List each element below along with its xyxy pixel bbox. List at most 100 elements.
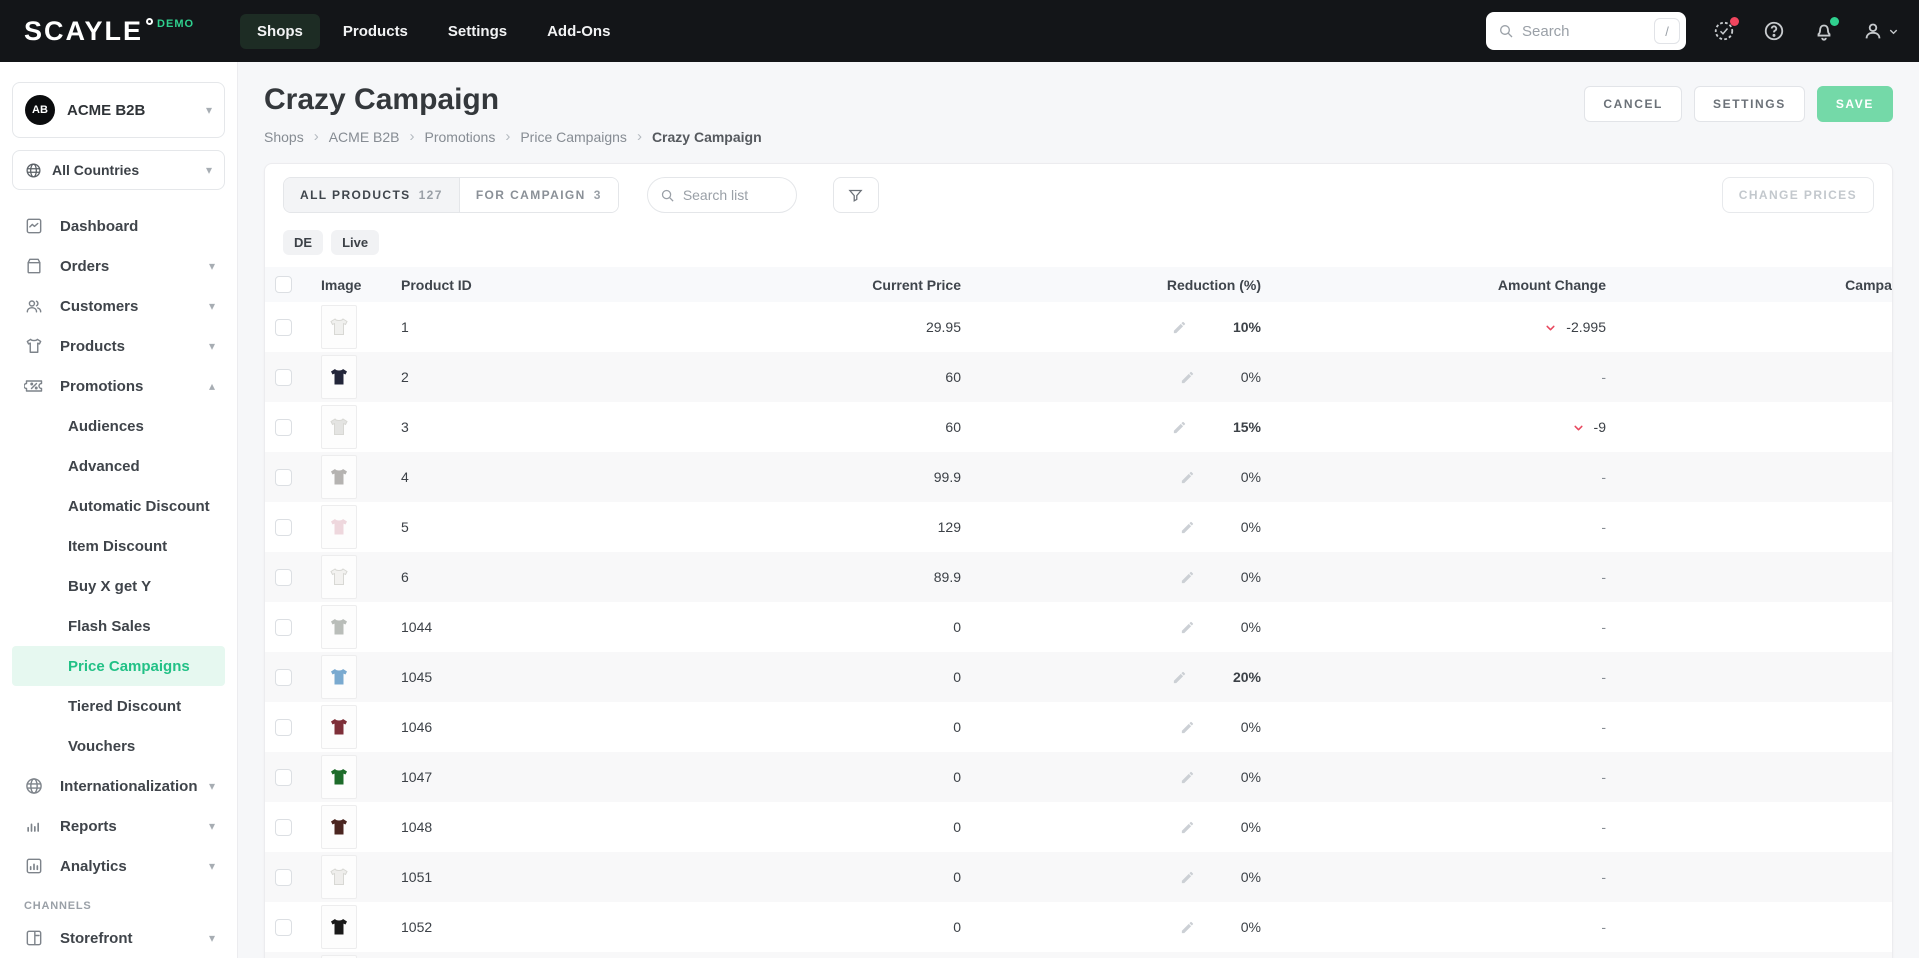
list-search-input[interactable]: Search list [646,177,797,213]
filter-chip-live[interactable]: Live [331,230,380,255]
sidebar-item-customers[interactable]: Customers ▾ [12,286,225,326]
row-checkbox[interactable] [275,818,292,836]
sidebar-item-orders[interactable]: Orders ▾ [12,246,225,286]
edit-pencil-icon[interactable] [1180,870,1195,885]
notifications-bell-icon[interactable] [1812,17,1839,43]
breadcrumb-item[interactable]: Shops [264,128,304,145]
row-checkbox[interactable] [275,318,292,336]
reduction-value: 0% [1240,369,1261,385]
row-checkbox[interactable] [275,868,292,886]
change-prices-button[interactable]: CHANGE PRICES [1721,177,1874,213]
row-checkbox[interactable] [275,568,292,586]
top-navbar: SCAYLE DEMO Shops Products Settings Add-Ons… [0,0,1919,62]
country-selector[interactable]: All Countries ▾ [12,150,225,190]
product-thumbnail [321,855,357,899]
sidebar-item-vouchers[interactable]: Vouchers [12,726,225,766]
global-search-input[interactable]: Search / [1486,12,1686,50]
sidebar-item-item-discount[interactable]: Item Discount [12,526,225,566]
amount-change-cell: - [1271,352,1616,402]
chevron-down-icon: ▾ [208,299,215,313]
row-checkbox[interactable] [275,468,292,486]
logo-text: SCAYLE [24,16,144,46]
col-reduction: Reduction (%) [1166,276,1261,293]
reduction-value: 0% [1240,569,1261,585]
breadcrumb-item[interactable]: Price Campaigns [520,128,627,145]
sidebar-item-tiered-discount[interactable]: Tiered Discount [12,686,225,726]
nav-item-shops[interactable]: Shops [240,13,320,49]
product-image-cell [311,552,391,602]
edit-pencil-icon[interactable] [1180,570,1195,585]
breadcrumb-item[interactable]: ACME B2B [328,128,400,145]
breadcrumb-item[interactable]: Promotions [424,128,496,145]
sidebar-item-internationalization[interactable]: Internationalization ▾ [12,766,225,806]
current-price-cell: 0 [953,819,961,835]
edit-pencil-icon[interactable] [1172,320,1187,335]
row-checkbox[interactable] [275,918,292,936]
sidebar-item-audiences[interactable]: Audiences [12,406,225,446]
products-card: ALL PRODUCTS 127 FOR CAMPAIGN 3 Search list… [264,163,1893,958]
sidebar-item-automatic-discount[interactable]: Automatic Discount [12,486,225,526]
product-id-cell: 1044 [401,619,433,635]
select-all-checkbox[interactable] [275,276,292,293]
row-checkbox[interactable] [275,768,292,786]
tab-for-campaign[interactable]: FOR CAMPAIGN 3 [459,178,618,212]
edit-pencil-icon[interactable] [1180,520,1195,535]
edit-pencil-icon[interactable] [1172,420,1187,435]
sidebar-item-price-campaigns[interactable]: Price Campaigns [12,646,225,686]
tab-all-products[interactable]: ALL PRODUCTS 127 [284,178,460,212]
sidebar-item-label: Promotions [60,377,144,395]
campaign-price-cell: - [1616,552,1892,602]
product-image-cell [311,852,391,902]
edit-pencil-icon[interactable] [1172,670,1187,685]
nav-item-products[interactable]: Products [342,22,408,40]
row-checkbox[interactable] [275,518,292,536]
sidebar-item-label: Item Discount [68,537,168,555]
product-image-cell [311,502,391,552]
filter-button[interactable] [832,177,879,213]
sidebar-item-promotions[interactable]: Promotions ▴ [12,366,225,406]
row-checkbox[interactable] [275,618,292,636]
settings-button[interactable]: SETTINGS [1694,86,1805,122]
sidebar-item-storefront[interactable]: Storefront ▾ [12,918,225,958]
row-checkbox[interactable] [275,718,292,736]
sidebar-item-buy-x-get-y[interactable]: Buy X get Y [12,566,225,606]
tab-group: ALL PRODUCTS 127 FOR CAMPAIGN 3 [283,177,619,213]
table-row: 1045 0 20% -- [265,652,1892,702]
product-thumbnail [321,955,357,958]
sidebar-item-reports[interactable]: Reports ▾ [12,806,225,846]
sidebar-item-analytics[interactable]: Analytics ▾ [12,846,225,886]
edit-pencil-icon[interactable] [1180,920,1195,935]
cancel-button[interactable]: CANCEL [1584,86,1682,122]
edit-pencil-icon[interactable] [1180,370,1195,385]
filter-chip-de[interactable]: DE [283,230,324,255]
shop-selector[interactable]: AB ACME B2B ▾ [12,82,225,138]
product-thumbnail [321,705,357,749]
edit-pencil-icon[interactable] [1180,470,1195,485]
sidebar-item-products[interactable]: Products ▾ [12,326,225,366]
amount-change-cell: - [1271,652,1616,702]
reduction-cell: 0% [971,952,1271,958]
nav-item-addons[interactable]: Add-Ons [547,22,611,40]
nav-item-settings[interactable]: Settings [447,22,508,40]
sidebar-item-flash-sales[interactable]: Flash Sales [12,606,225,646]
edit-pencil-icon[interactable] [1180,620,1195,635]
product-id-cell: 1051 [401,869,433,885]
status-check-icon[interactable] [1712,17,1739,43]
account-menu[interactable] [1862,20,1899,42]
sidebar-item-advanced[interactable]: Advanced [12,446,225,486]
sidebar-item-dashboard[interactable]: Dashboard [12,206,225,246]
row-select-cell [265,402,311,452]
row-checkbox[interactable] [275,418,292,436]
row-checkbox[interactable] [275,368,292,386]
row-checkbox[interactable] [275,668,292,686]
main-content: Crazy Campaign Shops › ACME B2B › Promotions… [238,62,1919,958]
analytics-icon [24,856,44,876]
chevron-down-icon: ▾ [208,779,215,793]
edit-pencil-icon[interactable] [1180,770,1195,785]
edit-pencil-icon[interactable] [1180,820,1195,835]
campaign-price-cell: - [1616,802,1892,852]
shop-name: ACME B2B [67,101,146,119]
edit-pencil-icon[interactable] [1180,720,1195,735]
help-icon[interactable] [1762,19,1786,43]
save-button[interactable]: SAVE [1816,86,1893,122]
